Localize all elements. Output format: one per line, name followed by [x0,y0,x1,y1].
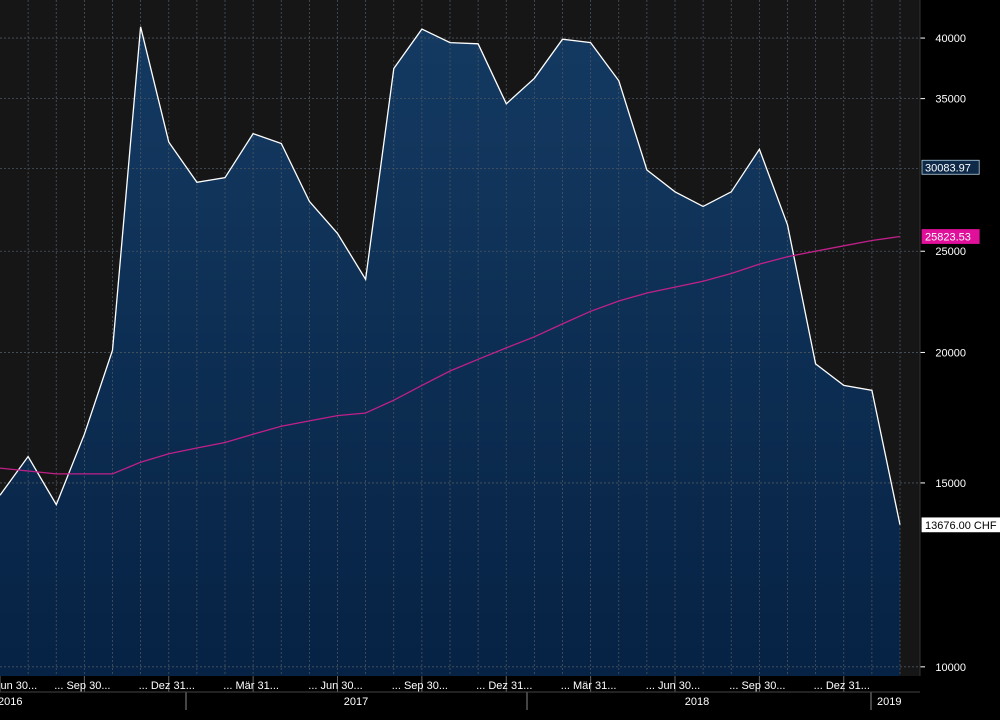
x-tick-label: ... Mär 31... [561,680,617,692]
value-tag-box [921,517,1000,533]
year-label: 2019 [877,696,901,708]
x-axis-band [0,676,1000,720]
y-tick-label: 40000 [935,33,966,45]
y-tick-label: 25000 [935,246,966,258]
value-tag-box [921,159,980,175]
x-tick-label: ... Sep 30... [392,680,448,692]
x-tick-label: ... Dez 31... [139,680,195,692]
x-tick-label: ... Sep 30... [729,680,785,692]
value-tag-text: 25823.53 [925,232,971,244]
grid-lines [0,0,920,676]
x-tick-label: ... Jun 30... [646,680,700,692]
y-tick-label: 15000 [935,478,966,490]
y-tick-label: 35000 [935,94,966,106]
x-tick-label: ... Jun 30... [308,680,362,692]
x-tick-label: ... Dez 31... [476,680,532,692]
series-line-average [0,235,901,475]
x-tick-label: Jun 30... [0,680,37,692]
year-label: 2018 [685,696,709,708]
x-tick-label: ... Sep 30... [54,680,110,692]
y-axis: 10000 15000 20000 25000 35000 40000 [919,0,966,676]
value-tag-text: 13676.00 CHF [925,520,997,532]
y-tick-label: 20000 [935,347,966,359]
value-tag-box [921,229,980,244]
y-tick-label: 10000 [935,662,966,674]
value-tag-text: 30083.97 [925,162,971,174]
x-tick-label: ... Mär 31... [223,680,279,692]
series-line-main [0,26,901,525]
x-axis: Jun 30... ... Sep 30... ... Dez 31... ... M… [0,676,920,710]
year-label: 2017 [344,696,368,708]
x-tick-label: ... Dez 31... [814,680,870,692]
value-tags: 30083.97 25823.53 13676.00 CHF [921,159,1000,533]
year-label: 2016 [0,696,22,708]
